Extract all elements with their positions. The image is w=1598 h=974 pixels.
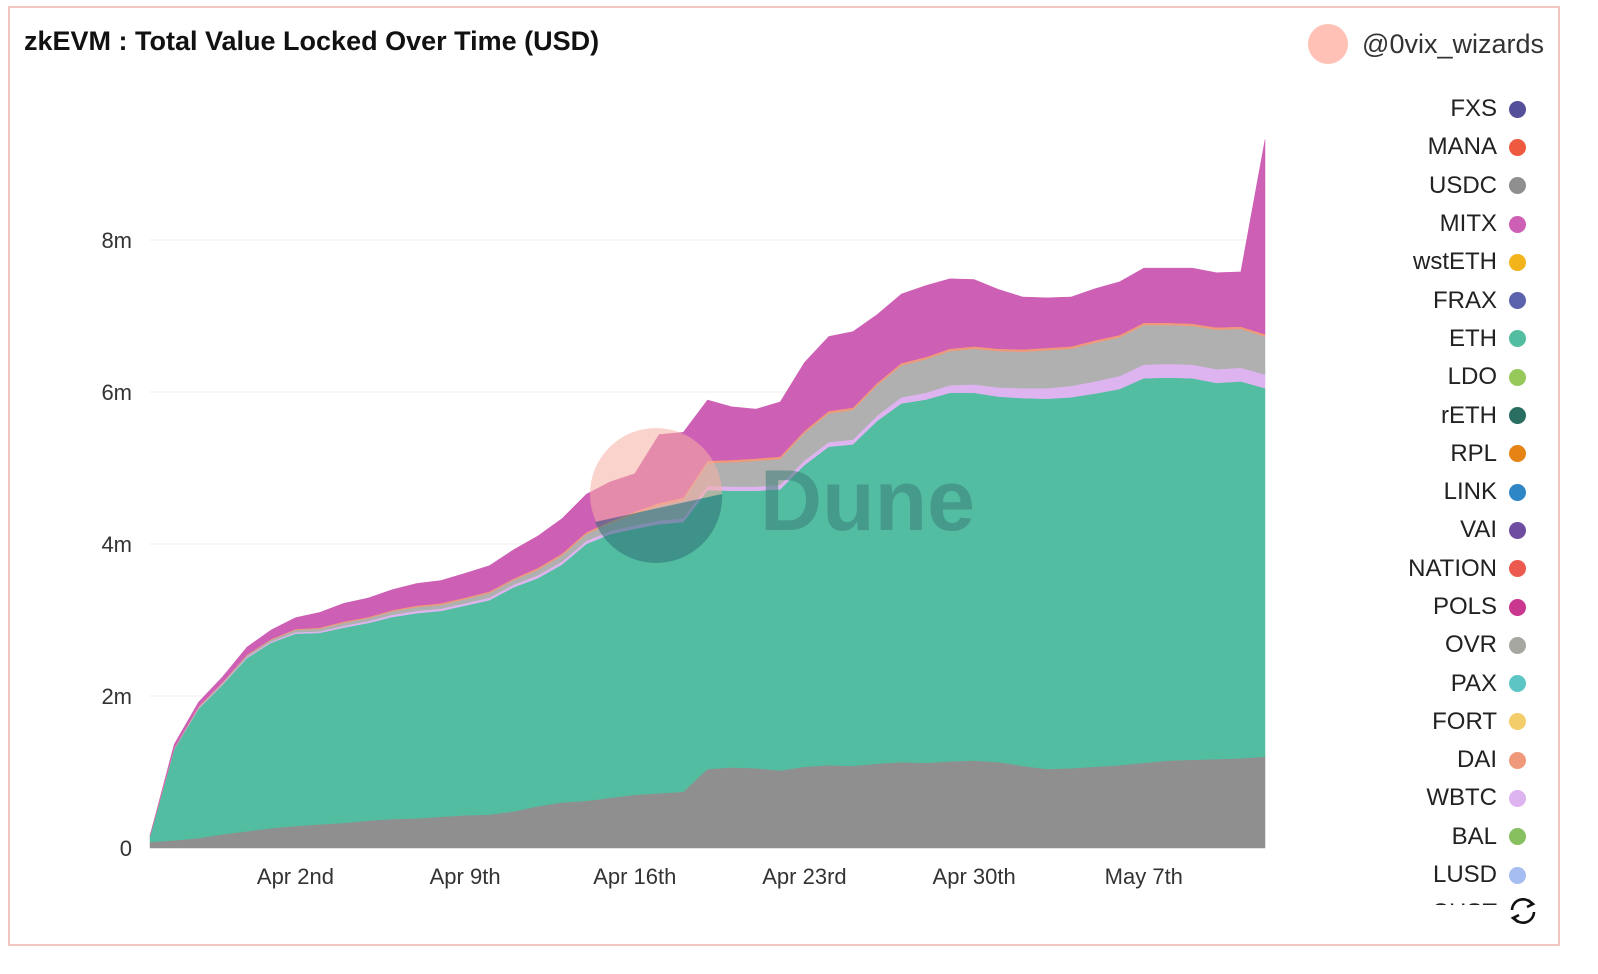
legend-swatch bbox=[1509, 330, 1526, 348]
legend-item-chst[interactable]: CHST bbox=[1326, 894, 1526, 905]
y-tick-label: 6m bbox=[101, 380, 132, 405]
legend-item-lusd[interactable]: LUSD bbox=[1326, 856, 1526, 894]
x-tick-label: Apr 16th bbox=[593, 864, 676, 889]
legend-label: USDC bbox=[1428, 171, 1497, 199]
legend-label: ETH bbox=[1449, 324, 1497, 352]
legend-item-fort[interactable]: FORT bbox=[1326, 703, 1526, 741]
legend-label: FORT bbox=[1432, 707, 1497, 735]
legend-item-ovr[interactable]: OVR bbox=[1326, 626, 1526, 664]
x-tick-label: May 7th bbox=[1105, 864, 1183, 889]
legend-label: DAI bbox=[1456, 746, 1497, 774]
legend-label: OVR bbox=[1444, 631, 1497, 659]
dune-logo-icon-lower bbox=[595, 494, 723, 563]
y-tick-label: 0 bbox=[120, 836, 132, 861]
y-tick-label: 4m bbox=[101, 532, 132, 557]
legend-swatch bbox=[1509, 138, 1526, 156]
legend-swatch bbox=[1509, 368, 1526, 386]
legend-item-bal[interactable]: BAL bbox=[1326, 818, 1526, 856]
legend-label: POLS bbox=[1432, 593, 1497, 620]
legend-label: rETH bbox=[1441, 401, 1497, 429]
legend-label: wstETH bbox=[1413, 248, 1497, 276]
legend-item-eth[interactable]: ETH bbox=[1326, 320, 1526, 358]
legend-swatch bbox=[1509, 598, 1526, 616]
legend-swatch bbox=[1509, 407, 1526, 425]
legend-swatch bbox=[1509, 483, 1526, 501]
legend-item-pax[interactable]: PAX bbox=[1326, 664, 1526, 702]
legend-label: LDO bbox=[1447, 363, 1497, 391]
legend-label: PAX bbox=[1450, 669, 1497, 697]
legend-item-fxs[interactable]: FXS bbox=[1326, 90, 1526, 128]
legend-label: FXS bbox=[1450, 95, 1497, 123]
legend-swatch bbox=[1509, 521, 1526, 539]
y-tick-label: 8m bbox=[101, 228, 132, 253]
y-tick-label: 2m bbox=[101, 684, 132, 709]
dune-watermark: Dune bbox=[590, 428, 975, 563]
legend-swatch bbox=[1509, 751, 1526, 769]
area-mitx bbox=[149, 139, 1266, 836]
refresh-icon[interactable] bbox=[1506, 894, 1540, 928]
legend-item-mitx[interactable]: MITX bbox=[1326, 205, 1526, 243]
legend-swatch bbox=[1509, 560, 1526, 578]
y-axis: 0 2m 4m 6m 8m bbox=[101, 228, 132, 861]
stacked-areas bbox=[149, 139, 1266, 849]
legend-swatch bbox=[1509, 445, 1526, 463]
watermark-text: Dune bbox=[760, 453, 975, 549]
legend-label: MANA bbox=[1427, 133, 1497, 161]
chart-title: zkEVM : Total Value Locked Over Time (US… bbox=[24, 26, 600, 56]
legend-swatch bbox=[1509, 292, 1526, 310]
legend-swatch bbox=[1509, 100, 1526, 118]
legend-swatch bbox=[1509, 177, 1526, 195]
x-tick-label: Apr 9th bbox=[430, 864, 501, 889]
legend-label: BAL bbox=[1451, 822, 1497, 850]
legend-swatch bbox=[1509, 636, 1526, 654]
legend-swatch bbox=[1509, 828, 1526, 846]
legend-swatch bbox=[1509, 713, 1526, 731]
legend-swatch bbox=[1509, 215, 1526, 233]
legend-item-usdc[interactable]: USDC bbox=[1326, 167, 1526, 205]
chart-card: zkEVM : Total Value Locked Over Time (US… bbox=[8, 6, 1560, 946]
avatar bbox=[1308, 24, 1349, 64]
x-axis: Apr 2nd Apr 9th Apr 16th Apr 23rd Apr 30th Ma… bbox=[257, 864, 1183, 889]
legend-item-dai[interactable]: DAI bbox=[1326, 741, 1526, 779]
legend-label: CHST bbox=[1432, 899, 1497, 905]
author-badge[interactable]: @0vix_wizards bbox=[1308, 24, 1544, 64]
legend-item-wsteth[interactable]: wstETH bbox=[1326, 243, 1526, 281]
legend-item-frax[interactable]: FRAX bbox=[1326, 281, 1526, 319]
legend-swatch bbox=[1509, 866, 1526, 884]
legend: FXS MANA USDC MITX wstETH FRAX ETH LDO rETH RPL LI… bbox=[1326, 90, 1526, 905]
legend-label: VAI bbox=[1460, 516, 1497, 544]
legend-label: FRAX bbox=[1432, 286, 1497, 314]
x-tick-label: Apr 30th bbox=[933, 864, 1016, 889]
author-name[interactable]: @0vix_wizards bbox=[1362, 28, 1544, 59]
legend-item-nation[interactable]: NATION bbox=[1326, 550, 1526, 588]
legend-label: LINK bbox=[1443, 478, 1497, 506]
legend-label: LUSD bbox=[1432, 861, 1497, 889]
legend-item-link[interactable]: LINK bbox=[1326, 473, 1526, 511]
legend-swatch bbox=[1509, 789, 1526, 807]
legend-item-mana[interactable]: MANA bbox=[1326, 128, 1526, 166]
legend-item-ldo[interactable]: LDO bbox=[1326, 358, 1526, 396]
legend-item-vai[interactable]: VAI bbox=[1326, 511, 1526, 549]
legend-item-pols[interactable]: POLS bbox=[1326, 588, 1526, 626]
x-tick-label: Apr 2nd bbox=[257, 864, 334, 889]
legend-label: MITX bbox=[1439, 210, 1497, 238]
legend-swatch bbox=[1509, 253, 1526, 271]
legend-item-wbtc[interactable]: WBTC bbox=[1326, 779, 1526, 817]
legend-label: NATION bbox=[1408, 554, 1497, 582]
legend-item-reth[interactable]: rETH bbox=[1326, 396, 1526, 434]
x-tick-label: Apr 23rd bbox=[762, 864, 846, 889]
legend-swatch bbox=[1509, 675, 1526, 693]
legend-label: RPL bbox=[1450, 439, 1497, 467]
legend-item-rpl[interactable]: RPL bbox=[1326, 435, 1526, 473]
legend-label: WBTC bbox=[1426, 784, 1497, 812]
